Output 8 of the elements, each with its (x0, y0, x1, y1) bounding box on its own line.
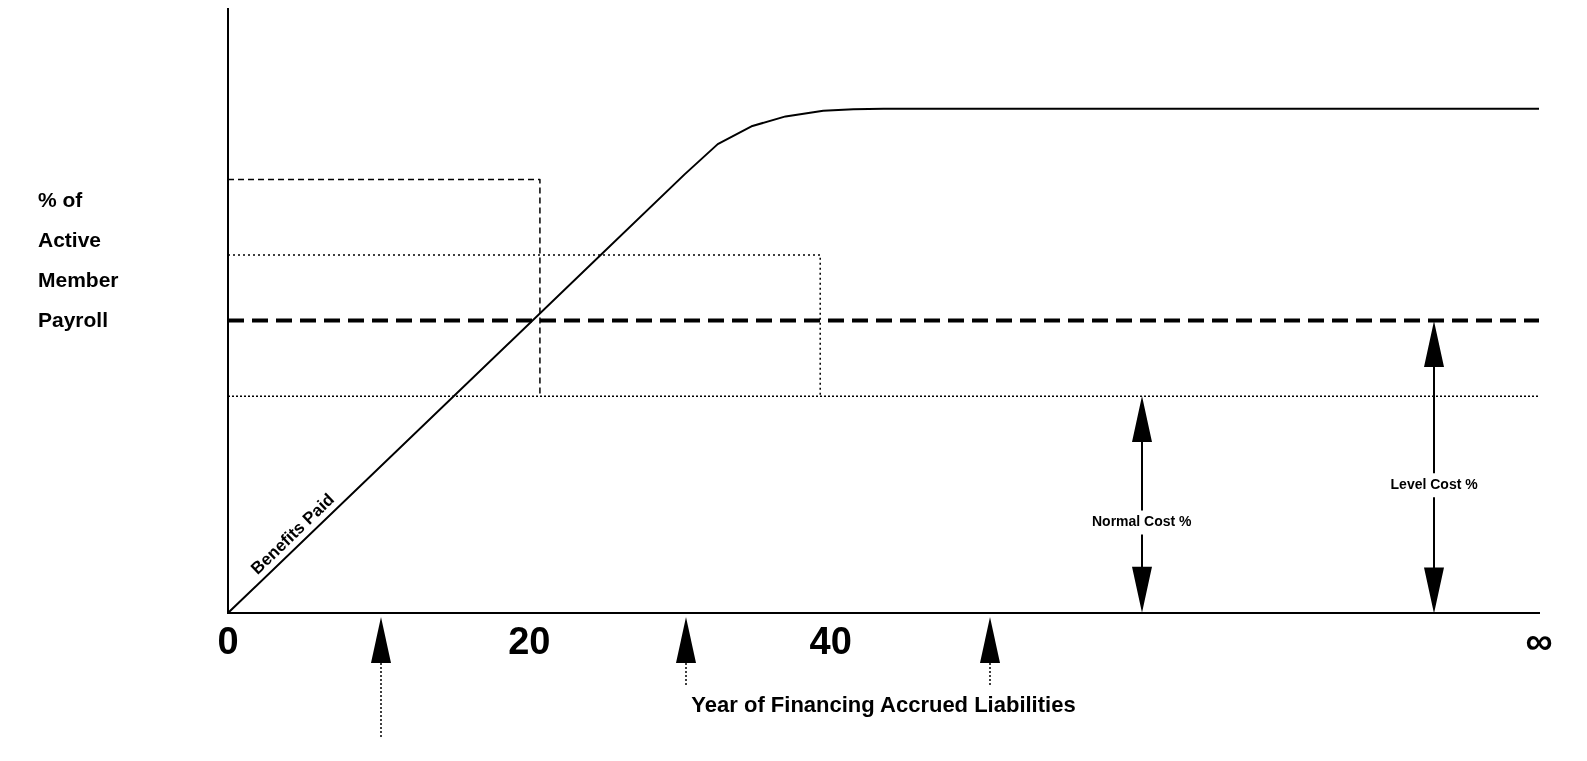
x-axis-title: Year of Financing Accrued Liabilities (691, 691, 1076, 717)
x-tick-label: 40 (809, 620, 852, 663)
y-axis-title: % of Active Member Payroll (38, 187, 120, 333)
x-tick-label: ∞ (1525, 620, 1553, 663)
annotation: Level Cost % (1390, 475, 1479, 492)
x-tick-label: 20 (508, 620, 551, 663)
annotation: Normal Cost % (1091, 513, 1193, 530)
x-tick-label: 0 (217, 620, 239, 663)
